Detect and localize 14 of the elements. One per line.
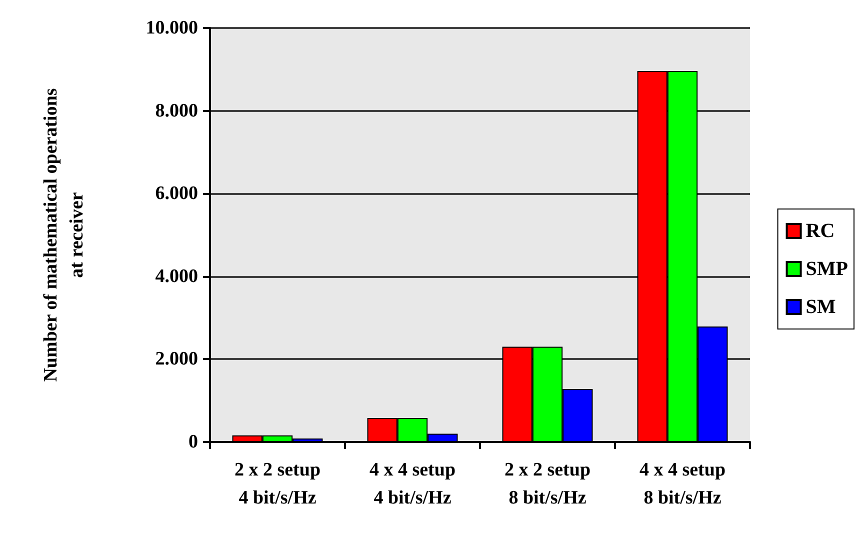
legend-label: RC bbox=[806, 220, 835, 242]
y-tick-label: 2.000 bbox=[155, 348, 198, 370]
y-tick-label: 0 bbox=[188, 432, 198, 452]
legend-label: SMP bbox=[806, 258, 848, 280]
y-tick-label: 10.000 bbox=[146, 18, 198, 38]
x-tick-label: 2 x 2 setup 4 bit/s/Hz bbox=[234, 460, 321, 508]
y-tick-label: 8.000 bbox=[155, 100, 198, 122]
x-tick-label: 2 x 2 setup 8 bit/s/Hz bbox=[504, 460, 591, 508]
y-tick-label: 6.000 bbox=[155, 183, 198, 204]
y-tick-label: 4.000 bbox=[155, 266, 198, 287]
x-tick-label: 4 x 4 setup 8 bit/s/Hz bbox=[639, 460, 726, 508]
legend-label: SM bbox=[806, 296, 836, 318]
y-axis-title: Number of mathematical operations at receiver bbox=[40, 88, 88, 382]
x-tick-label: 4 x 4 setup 4 bit/s/Hz bbox=[369, 460, 456, 508]
